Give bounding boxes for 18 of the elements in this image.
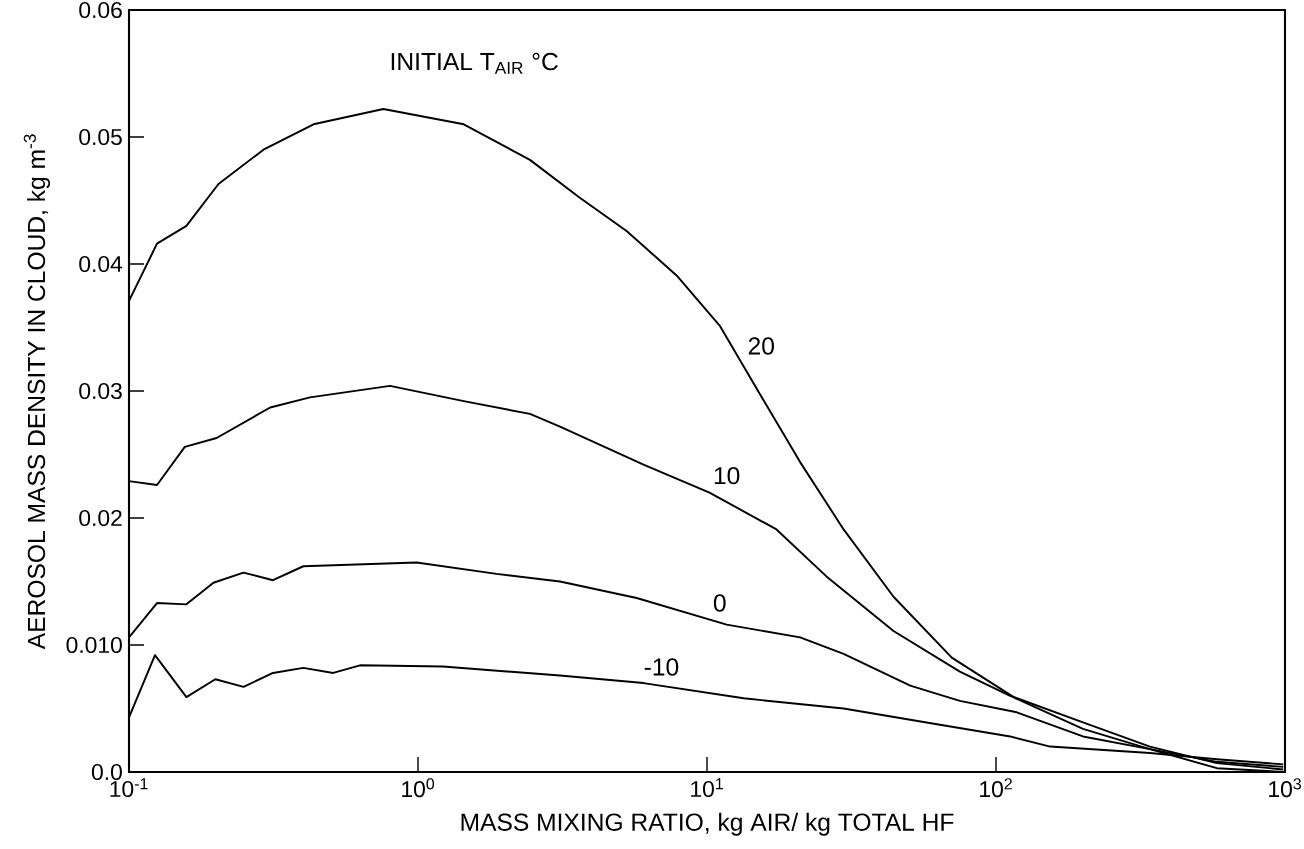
y-tick-label: 0.05 (79, 128, 122, 146)
y-tick-label: 0.04 (79, 255, 123, 273)
y-tick-label: 0.010 (66, 636, 122, 654)
series-label: 0 (713, 594, 726, 612)
y-tick-label: 0.03 (79, 382, 122, 400)
annotation: INITIAL T$_{AIR}$ °C (391, 52, 558, 74)
y-tick-label: 0.0 (91, 763, 122, 781)
x-tick-label: 10$^{2}$ (980, 778, 1012, 798)
y-tick-label: 0.02 (79, 509, 122, 527)
y-tick-label: 0.06 (79, 1, 122, 19)
x-axis-title: MASS MIXING RATIO, kg AIR/ kg TOTAL HF (461, 812, 954, 836)
x-tick-label: 10$^{1}$ (691, 778, 723, 798)
series-label: -10 (644, 658, 679, 676)
y-axis-title: AEROSOL MASS DENSITY IN CLOUD, kg m$^{-3}$ (23, 134, 51, 650)
series-label: 20 (748, 337, 774, 355)
x-tick-label: 10$^{3}$ (1269, 778, 1301, 798)
x-tick-label: 10$^{0}$ (402, 778, 435, 798)
series-label: 10 (714, 466, 740, 485)
